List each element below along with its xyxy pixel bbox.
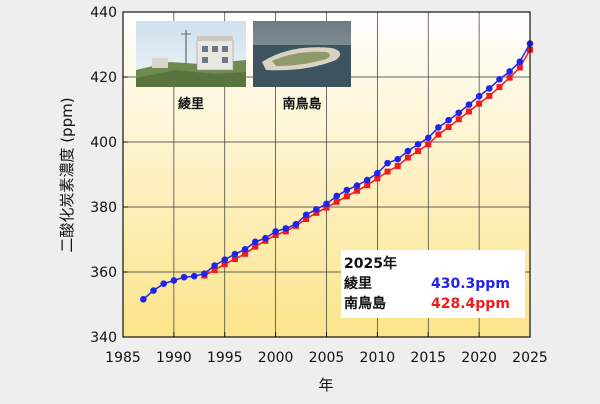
annotation-year: 2025年 — [344, 255, 397, 272]
y-tick-label: 340 — [90, 330, 117, 346]
data-point — [272, 228, 279, 235]
data-point — [496, 84, 503, 91]
data-point — [323, 204, 330, 211]
y-tick-label: 420 — [90, 70, 117, 86]
data-point — [292, 220, 300, 228]
data-point — [241, 245, 249, 253]
data-point — [374, 175, 381, 182]
data-point — [333, 192, 340, 200]
data-point — [252, 243, 259, 250]
annotation-value-minamitorishima: 428.4ppm — [431, 296, 510, 312]
data-point — [465, 101, 473, 108]
data-point — [415, 148, 422, 155]
data-point — [201, 270, 208, 277]
x-tick-label: 1995 — [207, 350, 243, 366]
data-point — [425, 141, 432, 148]
data-point — [242, 250, 249, 257]
data-point — [160, 280, 167, 288]
data-point — [384, 159, 391, 167]
data-point — [465, 108, 472, 115]
data-point — [343, 193, 350, 200]
data-point — [435, 124, 442, 131]
data-point — [150, 287, 157, 294]
y-axis-label: 二酸化炭素濃度 (ppm) — [58, 97, 76, 252]
x-tick-label: 1990 — [156, 350, 192, 366]
photo-minamitorishima — [253, 21, 351, 87]
data-point — [272, 231, 279, 238]
y-tick-label: 440 — [90, 5, 117, 21]
data-point — [496, 75, 503, 83]
data-point — [303, 216, 310, 223]
data-point — [190, 272, 198, 280]
x-tick-label: 2010 — [360, 350, 396, 366]
data-point — [231, 256, 238, 262]
x-tick-label: 1985 — [105, 350, 141, 366]
photo-ryori — [136, 21, 246, 87]
x-tick-label: 2020 — [461, 350, 497, 366]
annotation-site-ryori: 綾里 — [344, 275, 372, 292]
series-layer — [140, 40, 534, 303]
data-point — [180, 273, 188, 281]
x-tick-label: 2000 — [258, 350, 294, 366]
y-tick-label: 360 — [90, 265, 117, 281]
photo-label-minamitorishima: 南鳥島 — [282, 96, 321, 112]
y-tick-label: 380 — [90, 200, 117, 216]
data-point — [343, 186, 351, 194]
y-tick-label: 400 — [90, 135, 117, 151]
x-tick-label: 2025 — [512, 350, 548, 366]
data-point — [354, 187, 361, 194]
data-point — [516, 64, 523, 71]
data-point — [221, 256, 229, 263]
series-ryori — [140, 40, 534, 303]
data-point — [476, 100, 483, 107]
data-point — [404, 147, 412, 155]
data-point — [313, 209, 320, 216]
data-point — [374, 169, 381, 177]
data-point — [323, 200, 330, 208]
data-point — [445, 124, 452, 131]
data-point — [414, 140, 422, 148]
series-minamitorishima — [201, 46, 533, 279]
data-point — [313, 205, 320, 213]
photo-label-ryori: 綾里 — [178, 96, 204, 112]
data-point — [394, 163, 401, 170]
data-point — [211, 267, 218, 274]
data-point — [221, 261, 228, 268]
data-point — [384, 168, 391, 175]
data-point — [455, 116, 462, 123]
data-point — [516, 58, 524, 66]
annotation-site-minamitorishima: 南鳥島 — [344, 295, 386, 312]
data-point — [404, 154, 411, 161]
data-point — [282, 225, 290, 232]
x-tick-label: 2015 — [410, 350, 446, 366]
annotation-box: 2025年 綾里 430.3ppm 南鳥島 428.4ppm — [341, 250, 525, 318]
data-point — [231, 250, 239, 258]
x-tick-label: 2005 — [309, 350, 345, 366]
data-point — [486, 85, 493, 92]
data-point — [506, 74, 513, 81]
data-point — [302, 211, 310, 219]
x-axis-label: 年 — [318, 376, 333, 394]
data-point — [363, 176, 371, 184]
data-point — [486, 92, 493, 99]
data-point — [394, 155, 402, 163]
data-point — [424, 134, 432, 142]
data-point — [353, 182, 361, 189]
data-point — [140, 296, 147, 303]
data-point — [211, 262, 218, 269]
data-point — [251, 238, 259, 246]
data-point — [262, 234, 269, 242]
data-point — [455, 109, 463, 117]
data-point — [506, 68, 513, 75]
data-point — [435, 131, 442, 138]
annotation-value-ryori: 430.3ppm — [431, 276, 510, 292]
data-point — [475, 92, 483, 100]
data-point — [445, 116, 452, 124]
data-point — [364, 182, 371, 189]
axis-ticks: 1985 1990 1995 2000 2005 2010 2015 2020 2025 340 3… — [90, 5, 548, 366]
data-point — [170, 277, 178, 284]
data-point — [333, 198, 340, 205]
